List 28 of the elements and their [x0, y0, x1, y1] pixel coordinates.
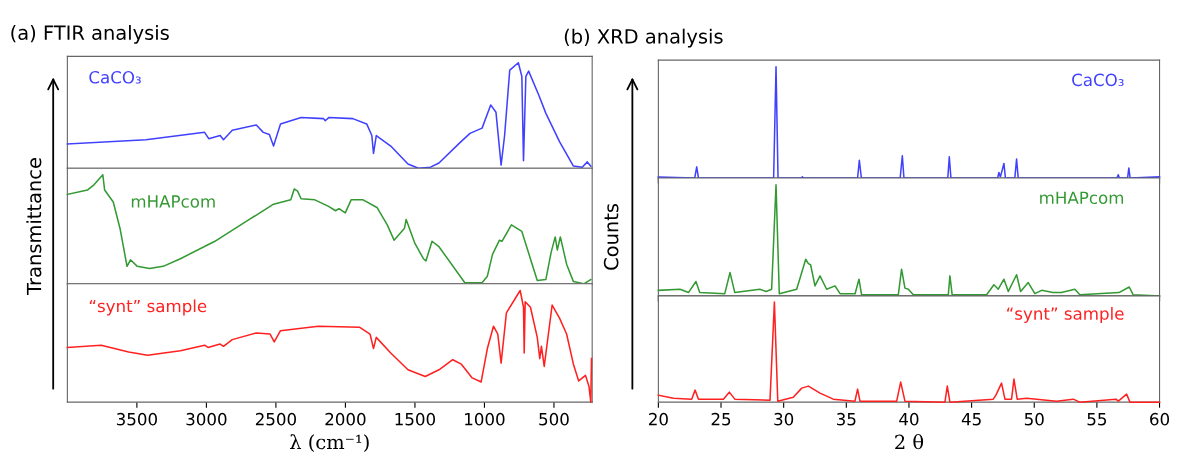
x-tick-label: 20 — [648, 412, 668, 426]
y-axis-title: Transmittance — [26, 158, 42, 295]
text: CaCO₃ — [89, 70, 141, 84]
x-tick-label: 1000 — [465, 412, 505, 426]
text: CaCO₃ — [1072, 73, 1124, 87]
x-tick-label: 500 — [539, 412, 569, 426]
chart-title: (a) FTIR analysis — [11, 24, 169, 44]
x-tick-label: 2500 — [255, 412, 297, 426]
x-tick-label: 30 — [774, 412, 794, 426]
x-tick-label: 2000 — [325, 412, 366, 426]
x-tick-label: 50 — [1024, 412, 1044, 426]
chart-title: (b) XRD analysis — [564, 28, 723, 48]
x-tick-label: 55 — [1087, 413, 1107, 426]
x-tick-label: 40 — [899, 412, 919, 426]
x-tick-label: 60 — [1150, 412, 1170, 426]
x-tick-label: 25 — [711, 412, 731, 426]
x-tick-label: 35 — [836, 412, 856, 426]
x-tick-label: 1500 — [395, 412, 436, 426]
text: mHAPcom — [1040, 191, 1124, 205]
y-axis-title: Counts — [603, 203, 619, 270]
x-tick-label: 3000 — [186, 412, 227, 426]
series-label: “synt” sample — [89, 299, 207, 316]
x-tick-label: 3500 — [116, 412, 157, 426]
series-label: mHAPcom — [131, 195, 215, 208]
x-axis-title: λ (cm⁻¹) — [290, 434, 369, 453]
x-axis-title: 2 θ — [895, 434, 924, 450]
text: “synt” sample — [1007, 306, 1124, 324]
x-tick-label: 45 — [961, 413, 981, 426]
